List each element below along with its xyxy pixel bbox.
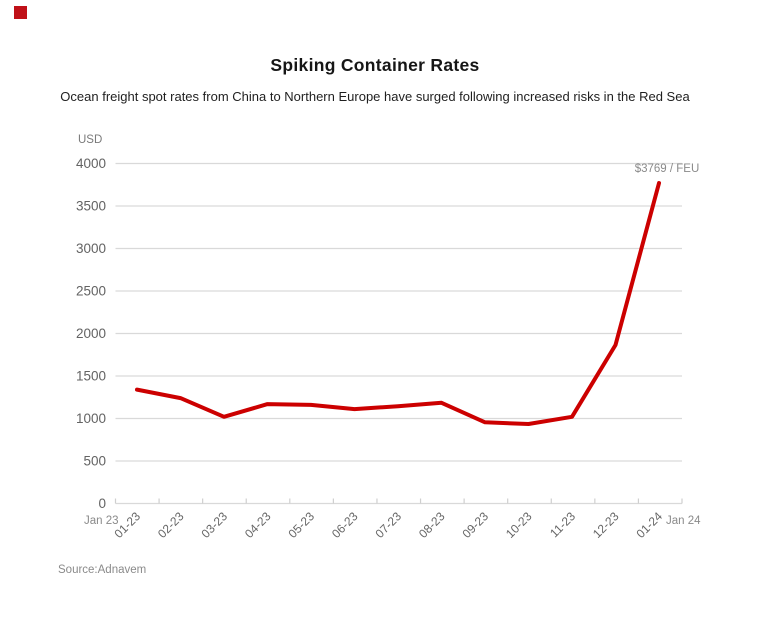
x-tick-label: 04-23 (242, 509, 274, 541)
x-tick-label: 08-23 (416, 509, 448, 541)
y-tick-label: 500 (83, 454, 106, 469)
x-tick-label: 11-23 (547, 509, 578, 540)
y-tick-label: 3000 (76, 241, 106, 256)
x-axis-start-label: Jan 23 (84, 515, 119, 527)
x-tick-label: 03-23 (199, 509, 231, 541)
last-value-annotation: $3769 / FEU (634, 163, 700, 175)
x-tick-label: 12-23 (590, 509, 622, 541)
chart-subtitle: Ocean freight spot rates from China to N… (60, 89, 690, 104)
y-axis-unit-label: USD (78, 134, 103, 146)
y-tick-label: 1000 (76, 411, 106, 426)
brand-logo-mark (14, 6, 27, 19)
spot-rate-line (135, 181, 661, 426)
y-tick-label: 1500 (76, 369, 106, 384)
x-tick-label: 02-23 (155, 509, 187, 541)
y-tick-label: 3500 (76, 199, 106, 214)
x-tick-label: 10-23 (503, 509, 535, 541)
y-tick-label: 0 (98, 496, 106, 511)
x-tick-label: 05-23 (286, 509, 318, 541)
x-tick-label: 01-24 (634, 509, 666, 541)
y-tick-label: 2500 (76, 284, 106, 299)
x-tick-label: 09-23 (460, 509, 492, 541)
y-tick-label: 2000 (76, 326, 106, 341)
x-tick-label: 07-23 (373, 509, 405, 541)
x-axis-end-label: Jan 24 (666, 515, 701, 527)
chart-title: Spiking Container Rates (270, 55, 480, 75)
y-tick-label: 4000 (76, 156, 106, 171)
source-credit: Source:Adnavem (58, 564, 147, 576)
x-tick-label: 06-23 (329, 509, 361, 541)
